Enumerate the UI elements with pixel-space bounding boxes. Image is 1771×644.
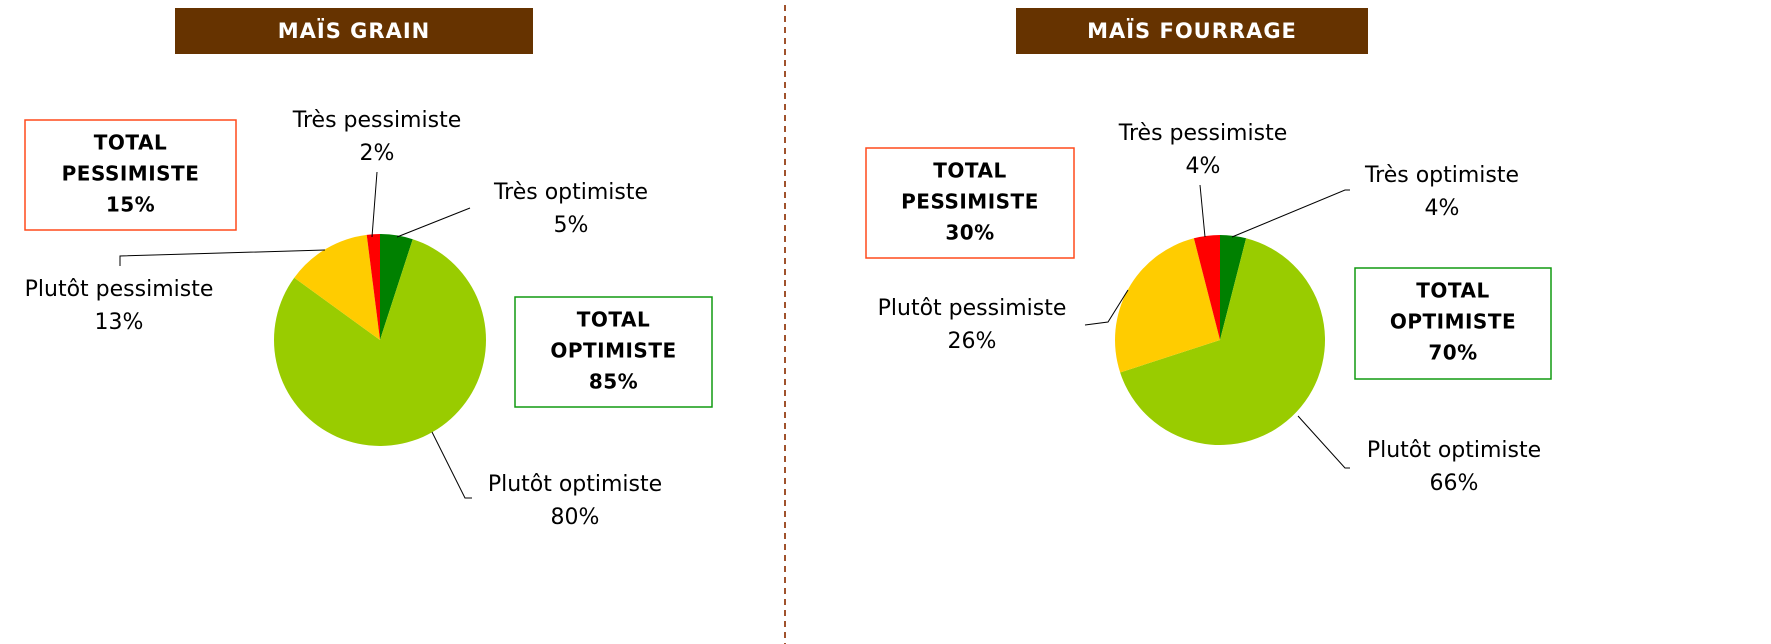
- leader-line: [119, 249, 326, 266]
- total-value: 15%: [106, 193, 155, 217]
- total-value: 85%: [589, 370, 638, 394]
- slice-label: Très pessimiste: [1118, 121, 1287, 146]
- title-box: [1016, 8, 1368, 54]
- total-value: 70%: [1428, 341, 1477, 365]
- slice-value-label: 13%: [95, 310, 144, 335]
- leader-line: [1231, 189, 1350, 238]
- leader-line: [1297, 415, 1350, 469]
- total-label: OPTIMISTE: [1390, 310, 1516, 334]
- pie-slice: [1120, 238, 1325, 445]
- pie-slice: [1220, 235, 1247, 340]
- slice-label: Plutôt pessimiste: [878, 296, 1067, 321]
- total-label: TOTAL: [94, 131, 167, 155]
- slice-label: Très optimiste: [493, 180, 648, 205]
- slice-value-label: 4%: [1425, 196, 1460, 221]
- pie-slice: [273, 239, 486, 447]
- title-box: [175, 8, 533, 54]
- total-value: 30%: [945, 221, 994, 245]
- slice-label: Plutôt optimiste: [1367, 438, 1541, 463]
- slice-value-label: 4%: [1186, 154, 1221, 179]
- chart-title: MAÏS FOURRAGE: [1087, 18, 1297, 43]
- total-label: PESSIMISTE: [901, 190, 1039, 214]
- total-label: PESSIMISTE: [62, 162, 200, 186]
- leader-line: [431, 431, 472, 499]
- slice-label: Plutôt pessimiste: [25, 277, 214, 302]
- leader-line: [371, 171, 378, 238]
- pie-slice: [1115, 238, 1220, 373]
- pie-slice: [380, 234, 413, 340]
- slice-value-label: 66%: [1430, 471, 1479, 496]
- leader-line: [396, 207, 471, 238]
- leader-line: [1084, 289, 1129, 326]
- total-label: TOTAL: [577, 308, 650, 332]
- total-label: TOTAL: [1416, 279, 1489, 303]
- slice-value-label: 2%: [360, 141, 395, 166]
- slice-value-label: 26%: [948, 329, 997, 354]
- leader-line: [1199, 184, 1206, 238]
- pie-slice: [294, 234, 380, 340]
- slice-label: Plutôt optimiste: [488, 472, 662, 497]
- slice-label: Très optimiste: [1364, 163, 1519, 188]
- pie-slice: [366, 234, 380, 340]
- slice-label: Très pessimiste: [292, 108, 461, 133]
- total-label: OPTIMISTE: [550, 339, 676, 363]
- total-label: TOTAL: [933, 159, 1006, 183]
- slice-value-label: 80%: [551, 505, 600, 530]
- slice-value-label: 5%: [554, 213, 589, 238]
- total-box: [514, 296, 713, 408]
- total-box: [24, 119, 237, 231]
- chart-title: MAÏS GRAIN: [278, 18, 430, 43]
- total-box: [865, 147, 1075, 259]
- pie-slice: [1193, 235, 1220, 340]
- total-box: [1354, 267, 1552, 380]
